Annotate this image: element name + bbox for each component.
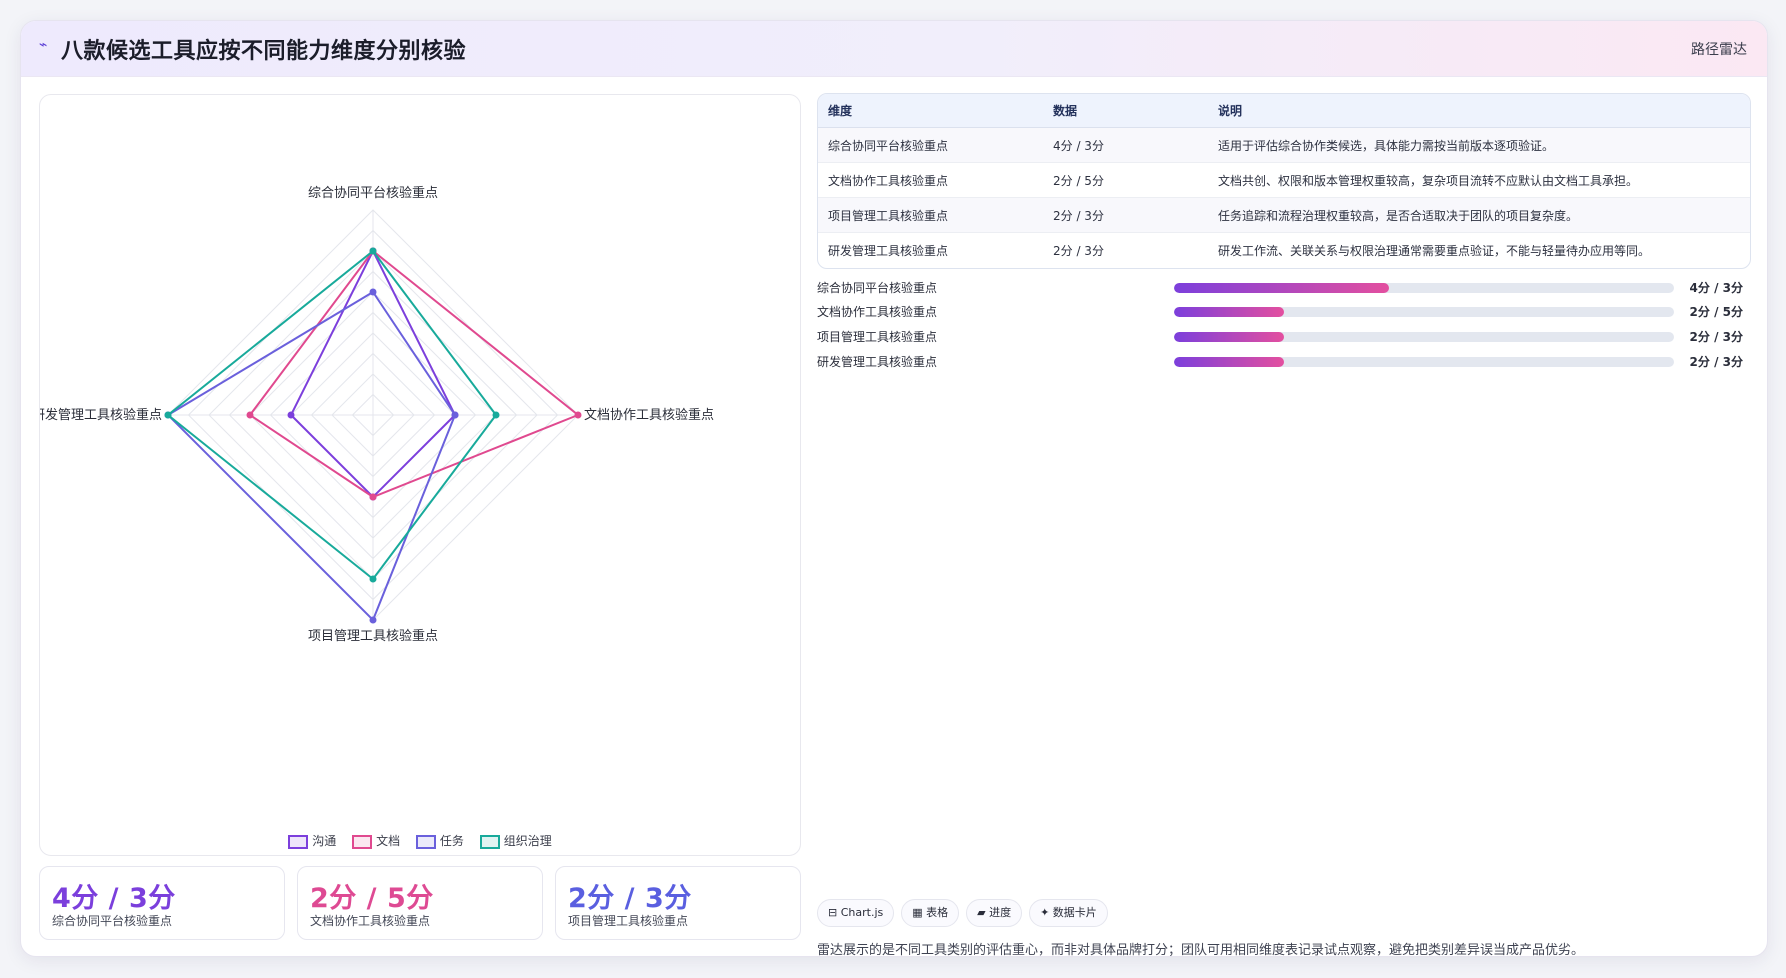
legend-label: 文档 (376, 834, 401, 848)
progress-label: 综合协同平台核验重点 (817, 281, 938, 295)
progress-row: 项目管理工具核验重点 2分 / 3分 (817, 326, 1749, 350)
table-row: 综合协同平台核验重点 4分 / 3分 适用于评估综合协作类候选，具体能力需按当前… (818, 127, 1750, 163)
data-table: 维度 数据 说明 综合协同平台核验重点 4分 / 3分 适用于评估综合协作类候选… (817, 93, 1751, 269)
progress-track (1174, 332, 1674, 342)
progress-value: 2分 / 3分 (1689, 330, 1743, 344)
header-tag: 路径雷达 (1691, 42, 1747, 58)
legend-item[interactable]: 组织治理 (479, 832, 552, 849)
tag-table[interactable]: ▦ 表格 (901, 899, 960, 927)
column-header: 维度 (818, 94, 1043, 128)
tech-tags: ⊟ Chart.js ▦ 表格 ▰ 进度 ✦ 数据卡片 (817, 899, 1115, 927)
table-cell: 综合协同平台核验重点 (818, 127, 1043, 163)
legend-item[interactable]: 沟通 (288, 832, 336, 849)
radar-point (164, 411, 172, 419)
radar-axis-label: 项目管理工具核验重点 (308, 628, 438, 644)
route-icon: ⌁ (39, 37, 48, 53)
column-header: 数据 (1043, 94, 1208, 128)
tag-progress[interactable]: ▰ 进度 (966, 899, 1023, 927)
legend-item[interactable]: 文档 (352, 832, 400, 849)
stat-card: 2分 / 3分 项目管理工具核验重点 (555, 866, 801, 940)
legend-label: 组织治理 (503, 834, 552, 848)
radar-point (287, 411, 295, 419)
radar-axis-label: 文档协作工具核验重点 (584, 407, 714, 423)
tag-chartjs[interactable]: ⊟ Chart.js (817, 899, 895, 927)
main-card: ⌁ 八款候选工具应按不同能力维度分别核验 路径雷达 综合协同平台核验重点 文档协作… (20, 20, 1768, 957)
legend-item[interactable]: 任务 (415, 832, 464, 849)
progress-fill (1174, 357, 1284, 367)
radar-axis-label: 综合协同平台核验重点 (308, 185, 438, 201)
progress-value: 2分 / 5分 (1689, 305, 1743, 319)
stat-value: 4分 / 3分 (52, 883, 176, 914)
radar-point (574, 411, 582, 419)
progress-value: 2分 / 3分 (1689, 355, 1743, 369)
stat-label: 综合协同平台核验重点 (52, 914, 173, 928)
radar-axis-label: 研发管理工具核验重点 (40, 407, 162, 423)
legend-swatch (415, 834, 436, 849)
column-header: 说明 (1208, 94, 1750, 128)
progress-track (1174, 307, 1674, 317)
progress-row: 综合协同平台核验重点 4分 / 3分 (817, 277, 1749, 301)
table-row: 研发管理工具核验重点 2分 / 3分 研发工作流、关联关系与权限治理通常需要重点… (818, 233, 1750, 268)
radar-point (369, 616, 377, 624)
table-cell: 文档协作工具核验重点 (818, 162, 1043, 198)
progress-fill (1174, 283, 1389, 293)
progress-row: 文档协作工具核验重点 2分 / 5分 (817, 301, 1749, 325)
stat-card: 4分 / 3分 综合协同平台核验重点 (39, 866, 285, 940)
progress-value: 4分 / 3分 (1689, 281, 1743, 295)
progress-row: 研发管理工具核验重点 2分 / 3分 (817, 351, 1749, 375)
table-row: 项目管理工具核验重点 2分 / 3分 任务追踪和流程治理权重较高，是否合适取决于… (818, 197, 1750, 233)
progress-list: 综合协同平台核验重点 4分 / 3分 文档协作工具核验重点 2分 / 5分 项目… (817, 277, 1749, 377)
stat-value: 2分 / 3分 (568, 883, 692, 914)
radar-chart-panel: 综合协同平台核验重点文档协作工具核验重点项目管理工具核验重点 研发管理工具核验重点… (39, 94, 801, 856)
table-cell: 2分 / 3分 (1053, 243, 1104, 258)
header-bar: ⌁ 八款候选工具应按不同能力维度分别核验 路径雷达 (21, 21, 1767, 77)
radar-point (451, 411, 459, 419)
table-cell: 任务追踪和流程治理权重较高，是否合适取决于团队的项目复杂度。 (1208, 197, 1750, 233)
table-cell: 适用于评估综合协作类候选，具体能力需按当前版本逐项验证。 (1208, 127, 1750, 163)
table-cell: 文档共创、权限和版本管理权重较高，复杂项目流转不应默认由文档工具承担。 (1208, 162, 1750, 198)
legend-swatch (479, 834, 500, 849)
table-cell: 4分 / 3分 (1043, 127, 1208, 163)
table-cell: 2分 / 3分 (1043, 197, 1208, 233)
radar-point (369, 288, 377, 296)
stat-cards: 4分 / 3分 综合协同平台核验重点 2分 / 5分 文档协作工具核验重点 2分… (39, 866, 801, 941)
radar-point (369, 247, 377, 255)
progress-track (1174, 283, 1674, 293)
table-header-row: 维度 数据 说明 (818, 94, 1750, 128)
page-title: 八款候选工具应按不同能力维度分别核验 (61, 39, 467, 64)
radar-point (492, 411, 500, 419)
stat-value: 2分 / 5分 (310, 883, 434, 914)
legend-label: 沟通 (312, 834, 337, 848)
tag-data-card[interactable]: ✦ 数据卡片 (1029, 899, 1108, 927)
table-row: 文档协作工具核验重点 2分 / 5分 文档共创、权限和版本管理权重较高，复杂项目… (818, 162, 1750, 198)
legend-swatch (288, 834, 309, 849)
progress-label: 项目管理工具核验重点 (817, 330, 938, 344)
progress-fill (1174, 307, 1284, 317)
progress-label: 研发管理工具核验重点 (817, 355, 938, 369)
radar-point (246, 411, 254, 419)
legend-label: 任务 (439, 834, 464, 848)
chart-legend: 沟通 文档 任务 组织治理 (40, 832, 800, 849)
legend-swatch (352, 834, 373, 849)
table-cell: 项目管理工具核验重点 (818, 197, 1043, 233)
radar-point (369, 575, 377, 583)
stat-label: 项目管理工具核验重点 (568, 914, 689, 928)
progress-label: 文档协作工具核验重点 (817, 305, 938, 319)
radar-point (369, 493, 377, 501)
progress-track (1174, 357, 1674, 367)
table-cell: 2分 / 5分 (1043, 162, 1208, 198)
progress-fill (1174, 332, 1284, 342)
table-cell: 研发工作流、关联关系与权限治理通常需要重点验证，不能与轻量待办应用等同。 (1218, 243, 1651, 258)
stat-card: 2分 / 5分 文档协作工具核验重点 (297, 866, 543, 940)
footnote: 雷达展示的是不同工具类别的评估重心，而非对具体品牌打分；团队可用相同维度表记录试… (817, 943, 1585, 957)
stat-label: 文档协作工具核验重点 (310, 914, 431, 928)
table-cell: 研发管理工具核验重点 (828, 243, 949, 258)
